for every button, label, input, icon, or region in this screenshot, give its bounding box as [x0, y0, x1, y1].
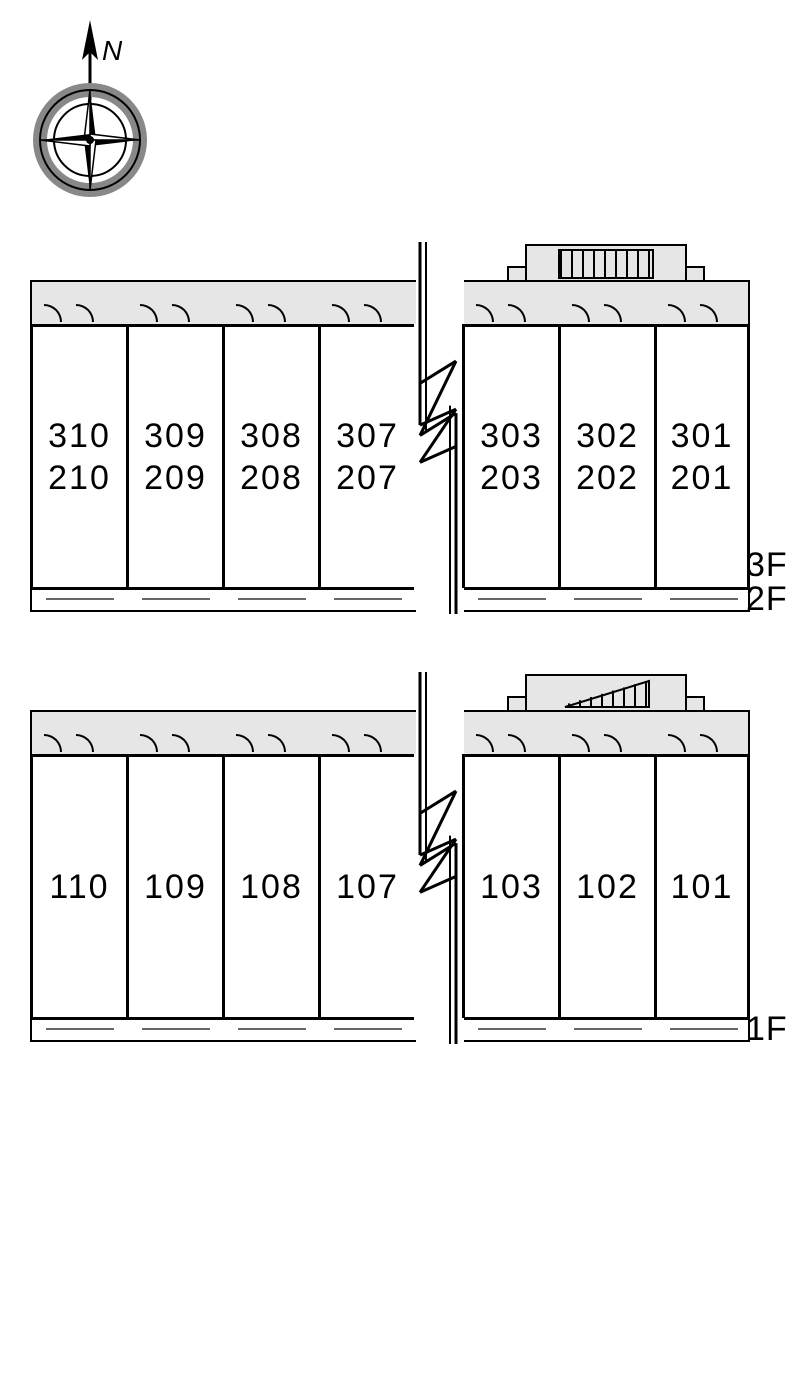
unit-number: 210: [48, 457, 111, 500]
unit-cell: 103: [462, 754, 558, 1020]
unit-number: 201: [671, 457, 734, 500]
unit-cell: 102: [558, 754, 654, 1020]
unit-cell: 109: [126, 754, 222, 1020]
unit-cell: 308208: [222, 324, 318, 590]
corridor: [30, 710, 750, 754]
unit-number: 107: [336, 866, 399, 909]
unit-number: 103: [480, 866, 543, 909]
balcony: [30, 590, 750, 612]
unit-number: 307: [336, 415, 399, 458]
compass-icon: N: [20, 20, 160, 215]
unit-number: 208: [240, 457, 303, 500]
corridor: [30, 280, 750, 324]
unit-number: 108: [240, 866, 303, 909]
unit-number: 101: [671, 866, 734, 909]
unit-cell: 108: [222, 754, 318, 1020]
compass-n-label: N: [102, 35, 123, 66]
unit-number: 308: [240, 415, 303, 458]
unit-number: 310: [48, 415, 111, 458]
unit-number: 302: [576, 415, 639, 458]
unit-number: 207: [336, 457, 399, 500]
unit-cell: 303203: [462, 324, 558, 590]
unit-cell: 107: [318, 754, 414, 1020]
units-row: 110 109 108 107 103 102 101: [30, 754, 750, 1020]
floor-label: 2F: [746, 580, 788, 619]
unit-cell: 110: [30, 754, 126, 1020]
break-marker: [414, 324, 462, 590]
unit-number: 209: [144, 457, 207, 500]
unit-cell: 310210: [30, 324, 126, 590]
balcony: [30, 1020, 750, 1042]
unit-number: 102: [576, 866, 639, 909]
unit-cell: 302202: [558, 324, 654, 590]
unit-number: 202: [576, 457, 639, 500]
unit-number: 309: [144, 415, 207, 458]
unit-cell: 307207: [318, 324, 414, 590]
floor-label: 1F: [746, 1010, 788, 1049]
units-row: 310210309209308208307207 303203302202301…: [30, 324, 750, 590]
unit-number: 110: [49, 866, 109, 909]
unit-cell: 309209: [126, 324, 222, 590]
unit-number: 303: [480, 415, 543, 458]
unit-cell: 101: [654, 754, 750, 1020]
unit-number: 203: [480, 457, 543, 500]
unit-number: 301: [671, 415, 734, 458]
stair-icon: [525, 244, 686, 282]
unit-cell: 301201: [654, 324, 750, 590]
unit-number: 109: [144, 866, 207, 909]
break-marker: [414, 754, 462, 1020]
stair-icon: [525, 674, 686, 712]
floorplan-canvas: N 310210309209308208307207: [0, 0, 800, 1373]
